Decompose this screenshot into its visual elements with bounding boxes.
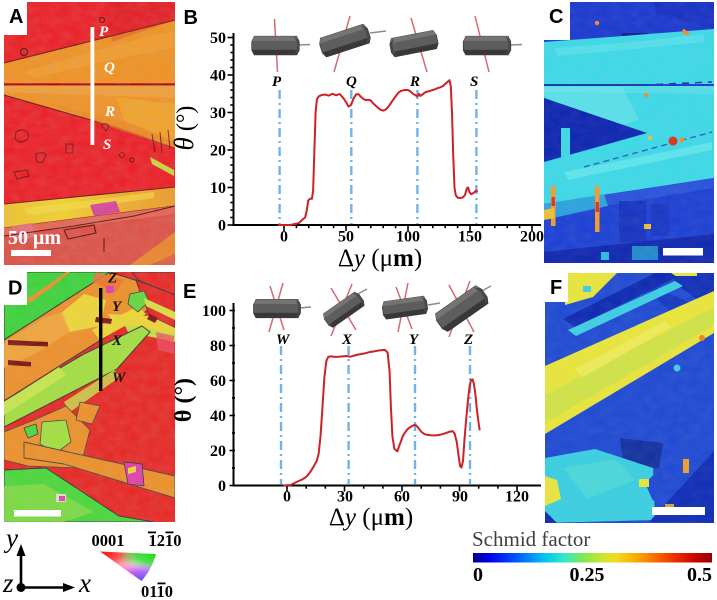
svg-text:0001: 0001 <box>92 531 125 550</box>
svg-text:Q: Q <box>346 74 357 90</box>
svg-text:40: 40 <box>210 408 226 425</box>
svg-text:Z: Z <box>107 271 117 287</box>
svg-text:1210: 1210 <box>149 531 182 550</box>
svg-text:Δy (μm): Δy (μm) <box>329 504 413 531</box>
svg-text:50: 50 <box>210 30 226 47</box>
svg-text:S: S <box>103 137 111 153</box>
svg-text:120: 120 <box>505 489 529 506</box>
svg-text:100: 100 <box>396 229 420 246</box>
svg-text:80: 80 <box>210 338 226 355</box>
svg-text:0.5: 0.5 <box>687 564 712 586</box>
svg-text:Y: Y <box>112 299 123 315</box>
svg-text:Z: Z <box>463 332 473 348</box>
svg-text:A: A <box>9 6 23 28</box>
svg-text:F: F <box>550 277 562 299</box>
svg-text:0: 0 <box>218 478 226 495</box>
svg-text:x: x <box>78 568 91 598</box>
svg-text:R: R <box>409 74 420 90</box>
svg-text:C: C <box>549 6 563 28</box>
svg-text:0: 0 <box>473 564 483 586</box>
svg-text:0.25: 0.25 <box>570 564 605 586</box>
svg-text:P: P <box>99 24 109 40</box>
svg-text:50 μm: 50 μm <box>8 227 61 249</box>
svg-text:60: 60 <box>394 489 410 506</box>
svg-text:S: S <box>470 74 478 90</box>
svg-text:90: 90 <box>452 489 468 506</box>
svg-text:Y: Y <box>409 332 420 348</box>
svg-text:y: y <box>3 523 18 553</box>
svg-text:0: 0 <box>283 489 291 506</box>
svg-text:30: 30 <box>337 489 353 506</box>
svg-text:W: W <box>276 332 291 348</box>
svg-text:60: 60 <box>210 373 226 390</box>
svg-text:X: X <box>111 333 123 349</box>
svg-text:E: E <box>183 281 196 303</box>
svg-text:Schmid factor: Schmid factor <box>472 527 590 551</box>
svg-text:20: 20 <box>210 443 226 460</box>
svg-text:θ (°): θ (°) <box>171 378 197 422</box>
svg-text:θ (°): θ (°) <box>169 106 199 151</box>
svg-text:0110: 0110 <box>141 582 173 600</box>
svg-text:P: P <box>272 74 282 90</box>
svg-text:Q: Q <box>104 60 115 76</box>
svg-text:D: D <box>8 278 22 300</box>
svg-text:R: R <box>104 104 115 120</box>
svg-text:20: 20 <box>210 143 226 160</box>
svg-text:X: X <box>341 332 353 348</box>
svg-text:50: 50 <box>338 229 354 246</box>
svg-text:0: 0 <box>280 229 288 246</box>
svg-text:B: B <box>184 7 198 29</box>
svg-text:30: 30 <box>210 105 226 122</box>
svg-text:Δy (μm): Δy (μm) <box>338 245 422 272</box>
svg-text:0: 0 <box>218 218 226 235</box>
svg-text:100: 100 <box>202 303 226 320</box>
svg-text:150: 150 <box>458 229 482 246</box>
svg-text:W: W <box>112 370 127 386</box>
svg-text:40: 40 <box>210 68 226 85</box>
svg-text:z: z <box>2 568 14 598</box>
svg-text:10: 10 <box>210 180 226 197</box>
svg-text:200: 200 <box>520 229 544 246</box>
